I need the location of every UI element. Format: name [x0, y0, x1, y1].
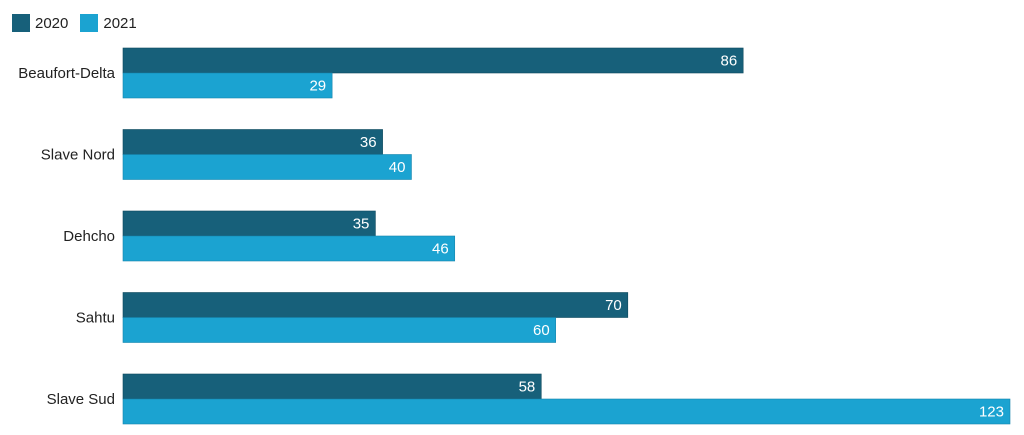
data-label: 58 — [519, 379, 536, 396]
bar-2020-slave-sud — [122, 373, 542, 400]
data-label: 40 — [389, 159, 406, 176]
legend-label-2020: 2020 — [35, 14, 69, 32]
data-label: 60 — [533, 322, 550, 339]
legend: 2020 2021 — [12, 12, 149, 34]
bar-2021-sahtu — [122, 317, 556, 343]
bar-2020-dehcho — [122, 210, 376, 237]
data-label: 46 — [432, 241, 449, 258]
category-label: Sahtu — [76, 310, 115, 327]
bar-2021-dehcho — [122, 235, 456, 262]
bar-2020-slave-nord — [122, 129, 383, 155]
legend-item-2021: 2021 — [80, 14, 137, 32]
legend-label-2021: 2021 — [103, 14, 137, 32]
data-label: 123 — [979, 404, 1004, 421]
bar-2020-beaufort-delta — [122, 47, 744, 74]
legend-swatch-2020 — [12, 14, 30, 32]
data-label: 35 — [353, 216, 370, 233]
data-label: 36 — [360, 134, 377, 151]
category-label: Slave Sud — [47, 391, 115, 408]
category-label: Slave Nord — [41, 147, 115, 164]
category-label: Beaufort-Delta — [18, 65, 115, 82]
data-label: 86 — [720, 53, 737, 70]
bar-2021-slave-nord — [122, 154, 412, 180]
legend-item-2020: 2020 — [12, 14, 68, 32]
bar-2021-slave-sud — [122, 398, 1011, 425]
data-label: 70 — [605, 297, 622, 314]
bar-2020-sahtu — [122, 292, 629, 318]
bar-2021-beaufort-delta — [122, 72, 333, 99]
category-label: Dehcho — [63, 228, 115, 245]
data-label: 29 — [309, 78, 326, 95]
legend-swatch-2021 — [80, 14, 99, 32]
